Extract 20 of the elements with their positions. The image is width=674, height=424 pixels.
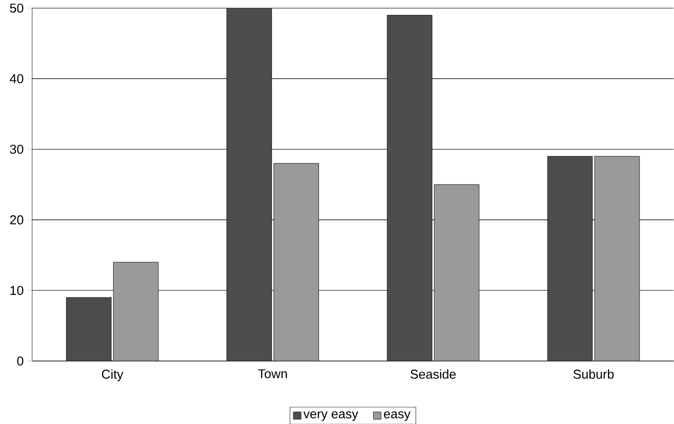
y-tick-label: 20 (10, 215, 24, 224)
y-tick-label: 0 (17, 356, 24, 366)
bar (113, 262, 159, 361)
x-tick-label: Seaside (410, 369, 456, 379)
bar (274, 162, 319, 361)
legend-label: easy (384, 411, 410, 421)
bar (386, 14, 432, 361)
y-tick-label: 40 (10, 74, 24, 84)
bar (594, 156, 640, 361)
y-tick-label: 30 (10, 144, 24, 154)
bar (434, 184, 480, 361)
bar (547, 156, 593, 361)
y-tick-label: 50 (10, 3, 24, 12)
legend-label: very easy (303, 411, 358, 421)
bar (226, 8, 272, 361)
x-tick-label: Town (258, 369, 287, 378)
x-tick-label: Suburb (573, 369, 614, 379)
bar (66, 297, 112, 361)
x-tick-label: City (102, 369, 124, 382)
y-tick-label: 10 (10, 286, 24, 295)
